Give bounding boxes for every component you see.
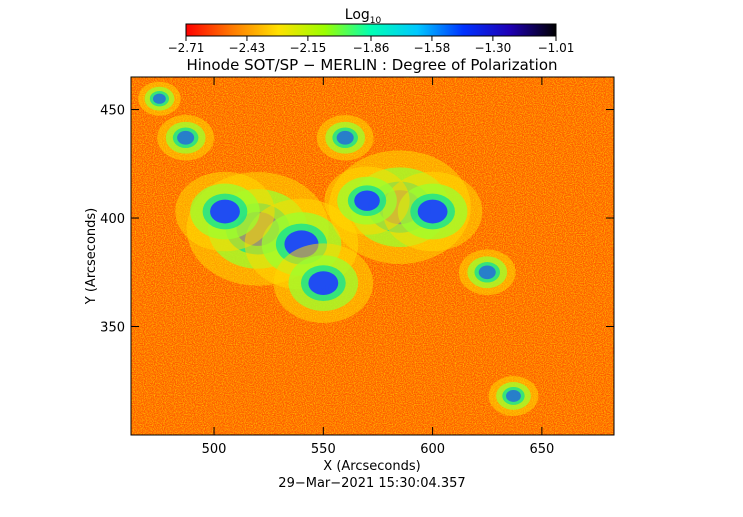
colorbar-tick-label: −1.30 (474, 41, 511, 55)
y-axis-label: Y (Arcseconds) (84, 208, 99, 305)
polarization-region-layer (210, 199, 240, 224)
y-axis-ticks: 350 400 450 (100, 104, 614, 336)
colorbar-tick-label: −1.86 (353, 41, 390, 55)
colorbar-gradient (185, 23, 557, 37)
colorbar-tick-label: −2.43 (229, 41, 266, 55)
polarization-region-layer (153, 93, 166, 104)
polarization-region-layer (417, 199, 448, 224)
x-axis-ticks: 500 550 600 650 (202, 77, 554, 457)
x-tick-label: 500 (202, 442, 227, 457)
chart-title: Hinode SOT/SP − MERLIN : Degree of Polar… (186, 56, 557, 74)
polarization-region-layer (177, 130, 195, 145)
y-tick-label: 350 (100, 321, 125, 336)
colorbar-tick-label: −1.01 (538, 41, 575, 55)
polarization-region-layer (336, 130, 354, 145)
x-tick-label: 600 (420, 442, 445, 457)
colorbar-tick-label: −2.71 (168, 41, 205, 55)
plot-frame (130, 76, 615, 436)
x-axis-label: X (Arcseconds) (323, 459, 420, 474)
x-tick-label: 550 (311, 442, 336, 457)
colorbar-ticks: −2.71 −2.43 −2.15 −1.86 −1.58 −1.30 −1.01 (168, 36, 575, 55)
colorbar-label: Log10 (345, 7, 382, 26)
x-tick-label: 650 (529, 442, 554, 457)
polarization-region-layer (308, 271, 339, 296)
polarization-regions (138, 81, 539, 416)
y-tick-label: 400 (100, 212, 125, 227)
polarization-region-layer (354, 190, 380, 211)
y-tick-label: 450 (100, 104, 125, 119)
heatmap (131, 77, 614, 435)
polarization-region-layer (478, 265, 496, 280)
colorbar-tick-label: −1.58 (414, 41, 451, 55)
polarization-region-layer (506, 389, 521, 402)
colorbar-tick-label: −2.15 (289, 41, 326, 55)
colorbar: Log10 −2.71 −2.43 −2.15 −1.86 −1.58 −1.30 −1.0… (168, 7, 575, 55)
timestamp: 29−Mar−2021 15:30:04.357 (278, 476, 465, 491)
